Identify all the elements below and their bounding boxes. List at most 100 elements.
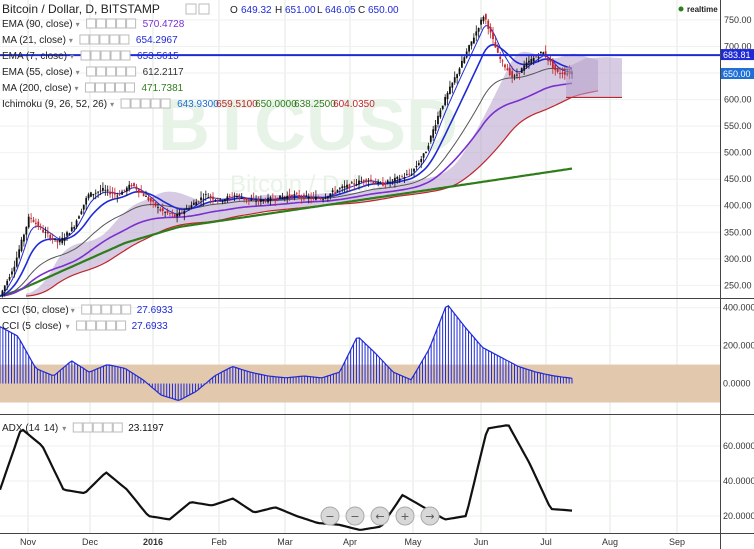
candle — [374, 178, 377, 184]
close-icon[interactable] — [126, 66, 137, 77]
nav-button-circle[interactable] — [370, 506, 390, 526]
cci-axis[interactable]: 400.000 200.000 0.0000 — [723, 303, 754, 389]
indicator-legend-row[interactable]: EMA (90, close) ▾ 570.4728 — [2, 18, 185, 30]
source-icon[interactable] — [106, 18, 117, 29]
chevron-down-icon[interactable]: ▾ — [66, 322, 70, 331]
close-icon[interactable] — [126, 18, 137, 29]
add-icon[interactable] — [109, 34, 120, 45]
candle — [276, 197, 279, 202]
indicator-legend-row[interactable]: MA (200, close) ▾ 471.7381 — [2, 82, 184, 94]
source-icon[interactable] — [101, 304, 112, 315]
settings-icon[interactable] — [89, 34, 100, 45]
chevron-down-icon[interactable]: ▾ — [110, 100, 114, 109]
chevron-down-icon[interactable]: ▾ — [76, 20, 80, 29]
indicator-value: 638.2500 — [294, 99, 336, 110]
close-icon[interactable] — [112, 422, 123, 433]
nav-button-circle[interactable] — [320, 506, 340, 526]
symbol-title[interactable]: Bitcoin / Dollar, D, BITSTAMP — [2, 2, 160, 16]
source-icon[interactable] — [106, 66, 117, 77]
adx-axis[interactable]: 60.0000 40.0000 20.0000 — [723, 441, 754, 521]
scroll-left-button[interactable]: ← — [370, 506, 390, 526]
add-icon[interactable] — [150, 98, 161, 109]
visibility-icon[interactable] — [76, 320, 87, 331]
nav-button-circle[interactable] — [395, 506, 415, 526]
candle — [145, 190, 147, 198]
candle — [516, 68, 518, 79]
settings-icon[interactable] — [90, 50, 101, 61]
settings-icon[interactable] — [86, 320, 97, 331]
candle — [13, 260, 16, 278]
visibility-icon[interactable] — [86, 18, 97, 29]
header-controls[interactable] — [185, 3, 210, 15]
chevron-down-icon[interactable]: ▾ — [71, 306, 75, 315]
nav-button-circle[interactable] — [345, 506, 365, 526]
settings-icon[interactable] — [198, 3, 210, 15]
close-icon[interactable] — [116, 320, 127, 331]
add-icon[interactable] — [111, 304, 122, 315]
visibility-icon[interactable] — [120, 98, 131, 109]
nav-button-glyph: ← — [375, 510, 384, 523]
chevron-down-icon[interactable]: ▾ — [74, 84, 78, 93]
source-icon[interactable] — [96, 320, 107, 331]
settings-icon[interactable] — [94, 82, 105, 93]
zoom-in-button[interactable]: + — [395, 506, 415, 526]
candle — [350, 180, 353, 184]
close-icon[interactable] — [120, 50, 131, 61]
add-icon[interactable] — [116, 66, 127, 77]
chevron-down-icon[interactable]: ▾ — [62, 424, 66, 433]
visibility-icon[interactable] — [84, 82, 95, 93]
source-icon[interactable] — [104, 82, 115, 93]
candle — [224, 198, 226, 204]
source-icon[interactable] — [92, 422, 103, 433]
zoom-out-button[interactable]: − — [345, 506, 365, 526]
candle — [367, 177, 370, 187]
chevron-down-icon[interactable]: ▾ — [69, 36, 73, 45]
indicator-legend-row[interactable]: EMA (55, close) ▾ 612.2117 — [2, 66, 184, 78]
visibility-icon[interactable] — [185, 3, 197, 15]
add-icon[interactable] — [116, 18, 127, 29]
settings-icon[interactable] — [96, 66, 107, 77]
visibility-icon[interactable] — [81, 304, 92, 315]
indicator-value: 659.5100 — [216, 99, 258, 110]
candle — [343, 180, 346, 193]
indicator-legend-row[interactable]: MA (21, close) ▾ 654.2967 — [2, 34, 178, 46]
adx-legend-row[interactable]: ADX (14 14) ▾ 23.1197 — [2, 422, 164, 434]
visibility-icon[interactable] — [86, 66, 97, 77]
add-icon[interactable] — [114, 82, 125, 93]
zoom-out-button[interactable]: − — [320, 506, 340, 526]
scroll-right-button[interactable]: → — [420, 506, 440, 526]
add-icon[interactable] — [110, 50, 121, 61]
visibility-icon[interactable] — [79, 34, 90, 45]
nav-button-circle[interactable] — [420, 506, 440, 526]
settings-icon[interactable] — [82, 422, 93, 433]
settings-icon[interactable] — [130, 98, 141, 109]
time-tick-label: Jun — [474, 537, 489, 547]
chevron-down-icon[interactable]: ▾ — [76, 68, 80, 77]
close-icon[interactable] — [121, 304, 132, 315]
close-icon[interactable] — [160, 98, 171, 109]
candle — [87, 192, 90, 201]
cci-band — [0, 364, 720, 403]
indicator-legend-row[interactable]: EMA (7, close) ▾ 653.5615 — [2, 50, 179, 62]
cci-legend-row[interactable]: CCI (5 close) ▾ 27.6933 — [2, 320, 168, 332]
indicator-legend-row[interactable]: Ichimoku (9, 26, 52, 26) ▾ 643.9300659.510… — [2, 98, 375, 110]
close-icon[interactable] — [119, 34, 130, 45]
candle — [154, 201, 157, 208]
source-icon[interactable] — [140, 98, 151, 109]
source-icon[interactable] — [99, 34, 110, 45]
candle — [506, 63, 509, 71]
navigation-buttons[interactable]: − − ← + → — [320, 506, 440, 526]
visibility-icon[interactable] — [80, 50, 91, 61]
add-icon[interactable] — [106, 320, 117, 331]
chevron-down-icon[interactable]: ▾ — [70, 52, 74, 61]
settings-icon[interactable] — [91, 304, 102, 315]
close-icon[interactable] — [124, 82, 135, 93]
visibility-icon[interactable] — [72, 422, 83, 433]
add-icon[interactable] — [102, 422, 113, 433]
cci-legend-row[interactable]: CCI (50, close) ▾ 27.6933 — [2, 304, 173, 316]
candle — [295, 191, 298, 196]
settings-icon[interactable] — [96, 18, 107, 29]
source-icon[interactable] — [100, 50, 111, 61]
time-axis[interactable]: Nov Dec 2016 Feb Mar Apr May Jun Jul Aug Sep — [20, 537, 685, 547]
